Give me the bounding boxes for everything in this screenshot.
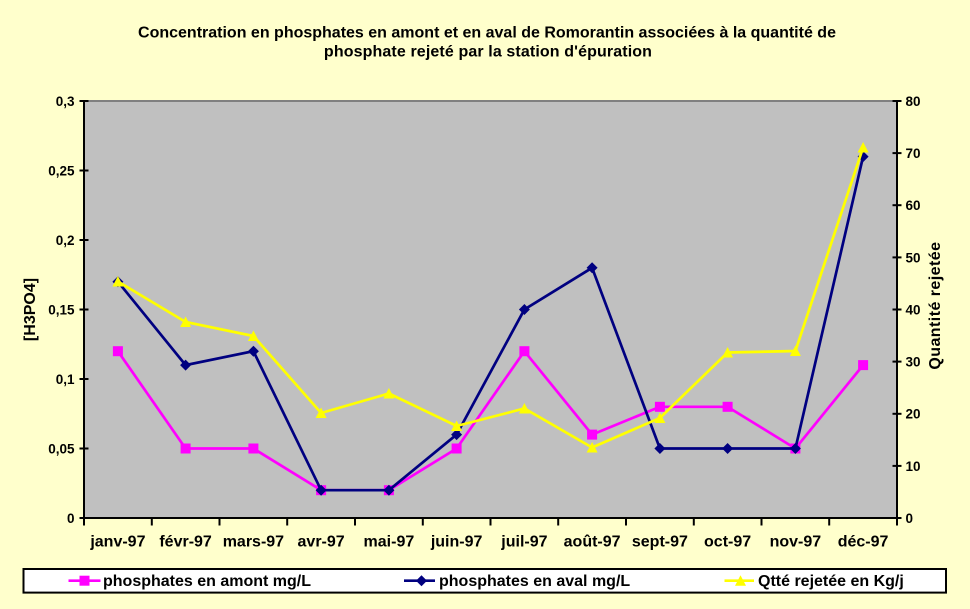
svg-text:0,2: 0,2	[56, 233, 75, 248]
svg-text:phosphates en aval mg/L: phosphates en aval mg/L	[439, 573, 630, 590]
svg-text:60: 60	[906, 198, 921, 213]
svg-text:mars-97: mars-97	[223, 534, 284, 551]
svg-text:avr-97: avr-97	[298, 534, 345, 551]
svg-text:70: 70	[906, 146, 921, 161]
svg-text:janv-97: janv-97	[89, 534, 145, 551]
svg-text:juil-97: juil-97	[500, 534, 547, 551]
svg-text:0: 0	[67, 511, 75, 526]
svg-text:[H3PO4]: [H3PO4]	[22, 278, 39, 341]
svg-text:juin-97: juin-97	[430, 534, 483, 551]
svg-text:0,3: 0,3	[56, 94, 75, 109]
svg-text:80: 80	[906, 94, 921, 109]
svg-text:40: 40	[906, 302, 921, 317]
svg-text:10: 10	[906, 459, 921, 474]
svg-text:mai-97: mai-97	[364, 534, 415, 551]
svg-text:30: 30	[906, 355, 921, 370]
svg-text:août-97: août-97	[564, 534, 621, 551]
svg-text:50: 50	[906, 250, 921, 265]
svg-text:févr-97: févr-97	[159, 534, 212, 551]
svg-text:Qtté rejetée en Kg/j: Qtté rejetée en Kg/j	[758, 573, 904, 590]
svg-text:0,05: 0,05	[48, 441, 75, 456]
svg-text:phosphate rejeté par la statio: phosphate rejeté par la station d'épurat…	[324, 44, 652, 61]
svg-text:sept-97: sept-97	[632, 534, 688, 551]
svg-text:0,1: 0,1	[56, 372, 75, 387]
svg-text:nov-97: nov-97	[770, 534, 822, 551]
svg-text:phosphates en amont mg/L: phosphates en amont mg/L	[103, 573, 311, 590]
svg-text:0,15: 0,15	[48, 302, 75, 317]
svg-text:Quantité rejetée: Quantité rejetée	[927, 242, 944, 370]
svg-text:oct-97: oct-97	[704, 534, 751, 551]
svg-text:Concentration en phosphates en: Concentration en phosphates en amont et …	[138, 25, 836, 42]
svg-text:0,25: 0,25	[48, 163, 75, 178]
svg-text:0: 0	[906, 511, 914, 526]
svg-text:déc-97: déc-97	[838, 534, 889, 551]
svg-text:20: 20	[906, 407, 921, 422]
